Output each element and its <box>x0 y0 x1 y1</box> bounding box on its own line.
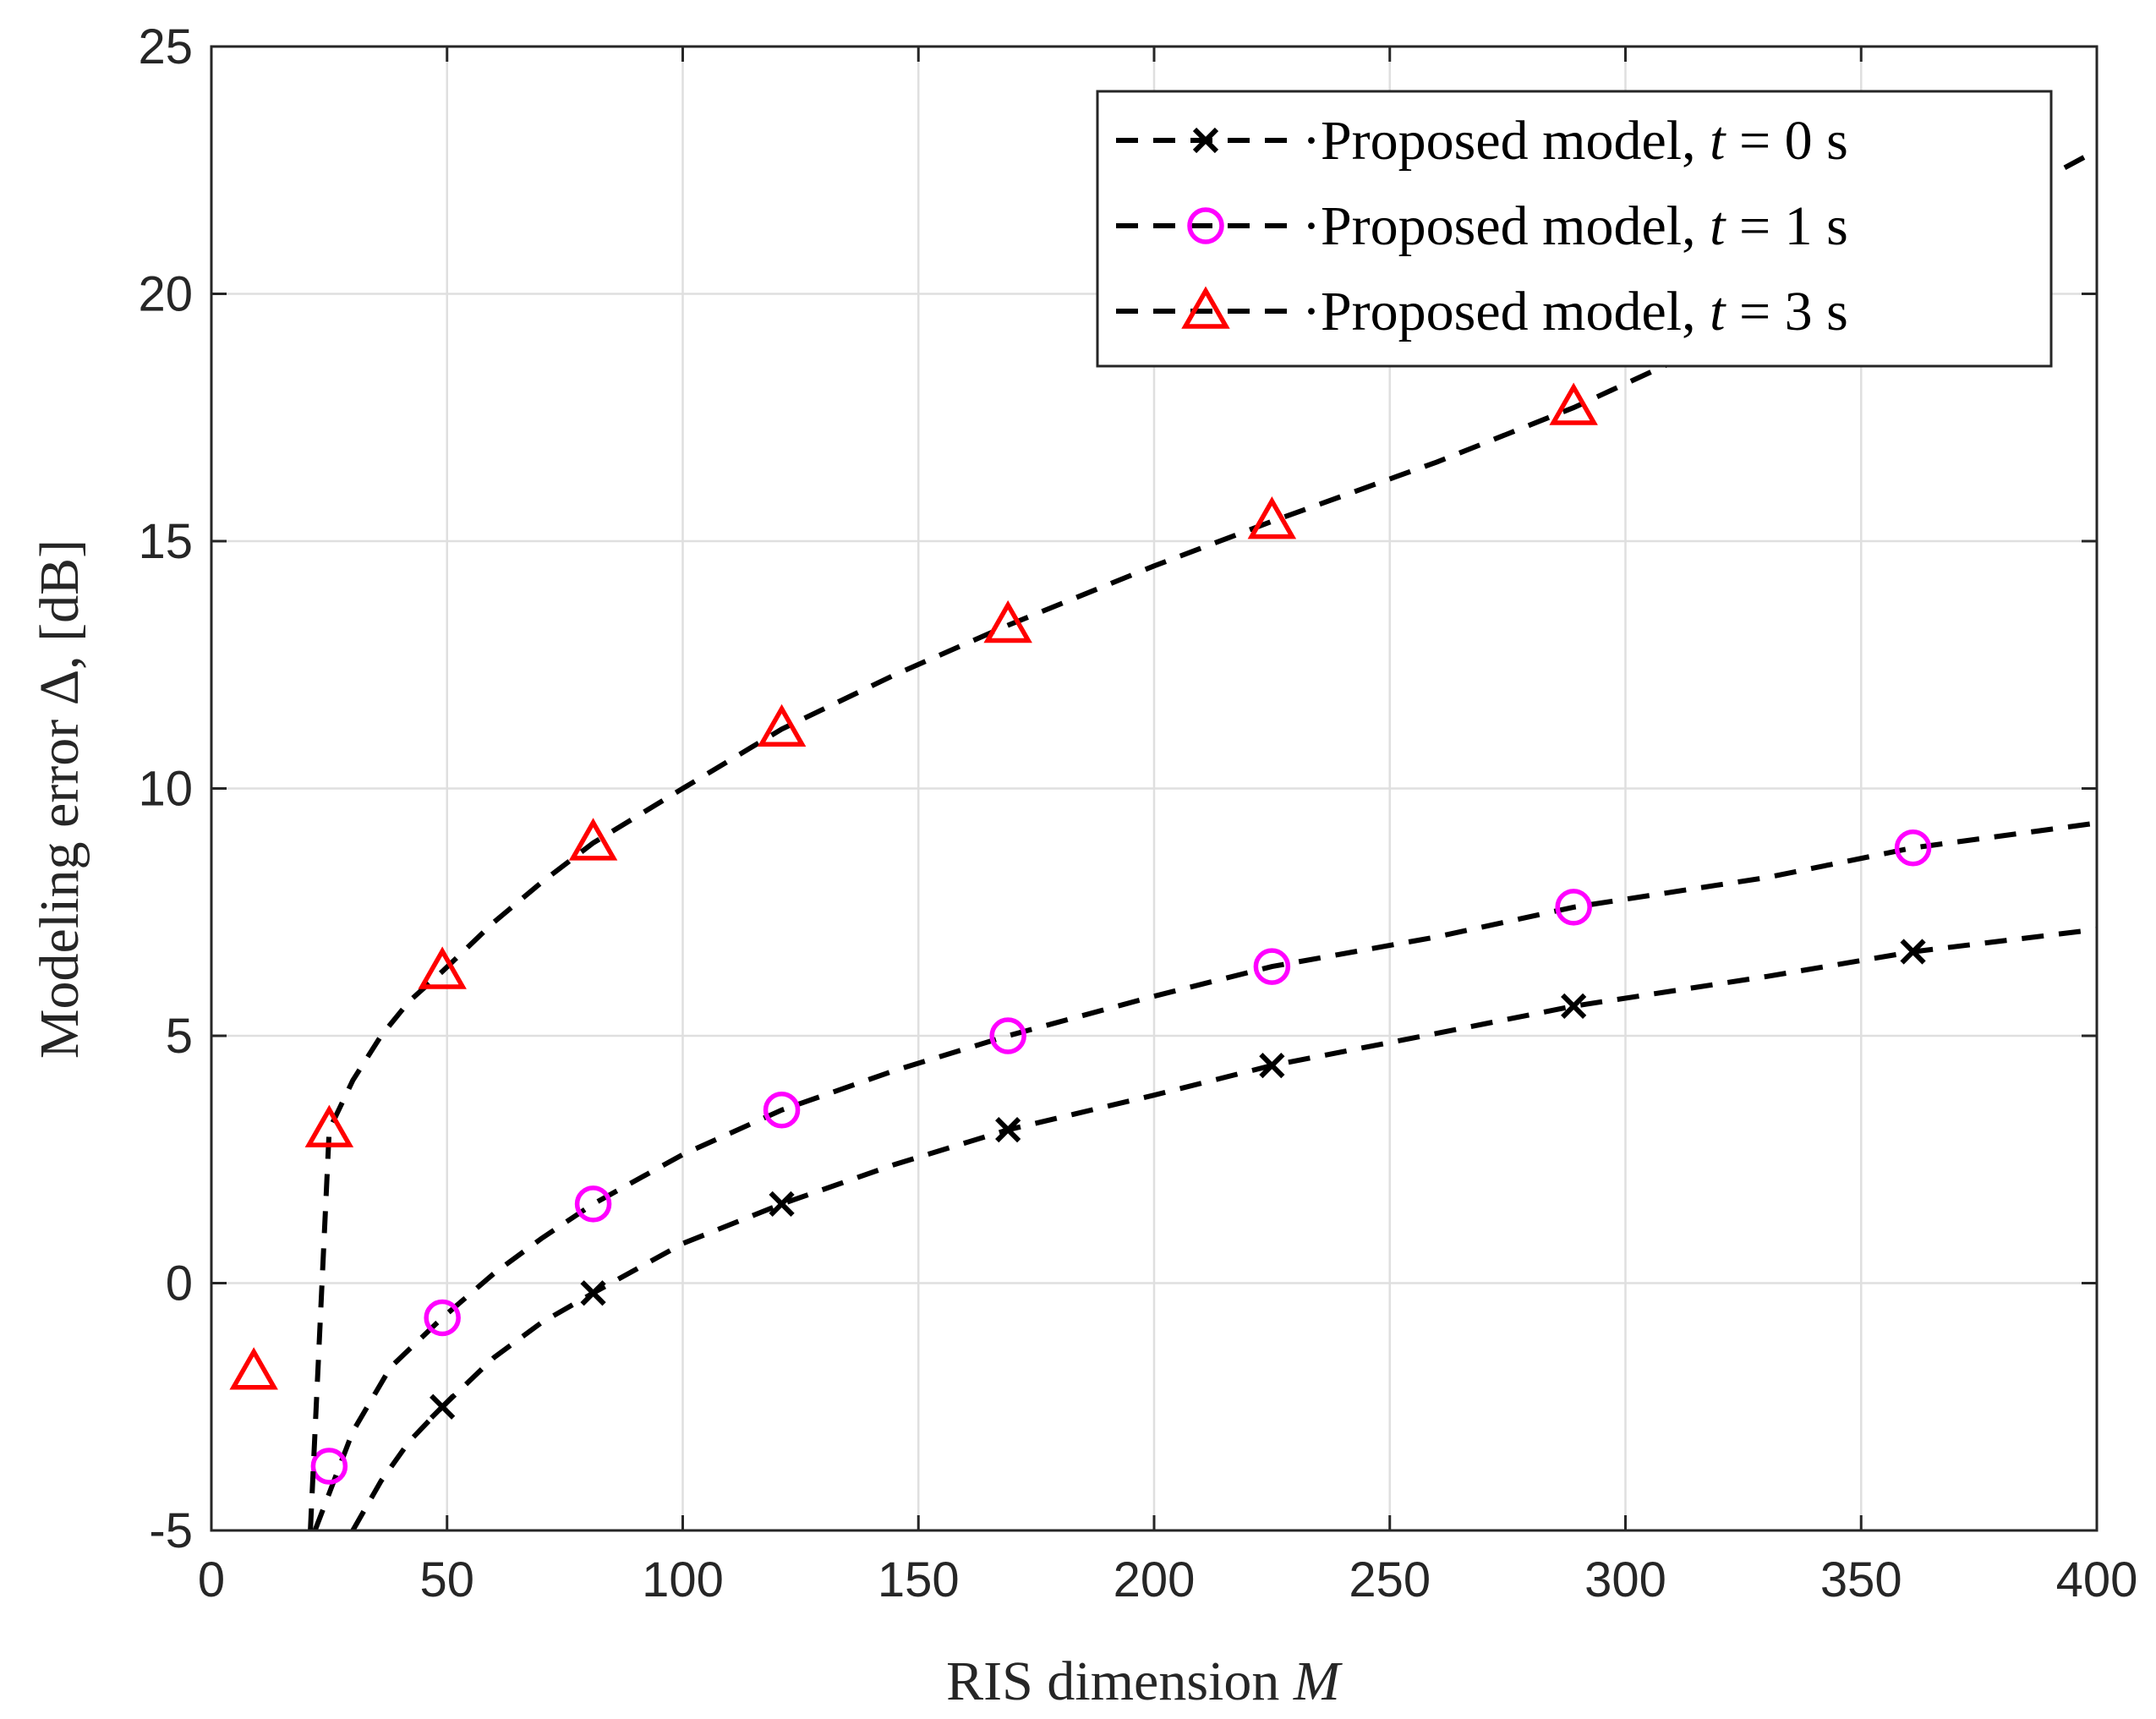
series-1 <box>310 820 2097 1530</box>
y-tick-label: 15 <box>138 514 193 569</box>
x-marker-stroke <box>1900 939 1926 965</box>
series-0 <box>350 927 2097 1530</box>
data-point <box>418 946 467 989</box>
data-point <box>580 1280 606 1306</box>
data-point <box>574 1185 612 1223</box>
data-point <box>1247 496 1297 539</box>
axes <box>210 45 2099 1532</box>
x-tick-label: 100 <box>642 1552 724 1607</box>
data-point <box>1253 948 1291 985</box>
x-tick-label: 200 <box>1114 1552 1196 1607</box>
x-marker-stroke <box>995 1117 1021 1143</box>
y-tick-label: 10 <box>138 762 193 817</box>
x-marker-stroke <box>769 1191 795 1218</box>
data-point <box>424 1299 461 1337</box>
data-point <box>983 599 1032 643</box>
data-point <box>989 1017 1026 1054</box>
data-point <box>430 1393 456 1420</box>
data-point <box>1259 1052 1285 1079</box>
data-point <box>229 1347 278 1390</box>
legend-label: ·Proposed model, t = 3 s <box>1302 281 1848 342</box>
series-group <box>229 148 2097 1530</box>
legend-box <box>1096 90 2053 368</box>
data-point <box>1555 889 1592 926</box>
x-tick-label: 0 <box>198 1552 225 1607</box>
data-point <box>763 1092 801 1129</box>
legend-entry: ·Proposed model, t = 1 s <box>1116 195 1848 257</box>
series-2 <box>229 148 2097 1530</box>
x-marker-stroke <box>1259 1052 1285 1079</box>
data-point <box>995 1117 1021 1143</box>
y-tick-label: 20 <box>138 267 193 322</box>
x-tick-label: 250 <box>1349 1552 1431 1607</box>
legend: ·Proposed model, t = 0 s ·Proposed model,… <box>1096 90 2053 368</box>
data-point <box>310 1448 348 1485</box>
data-point <box>757 703 807 747</box>
data-point <box>1561 993 1587 1020</box>
x-axis-label: RIS dimension M <box>946 1651 1343 1712</box>
data-point <box>304 1104 354 1147</box>
legend-entry: ·Proposed model, t = 0 s <box>1116 110 1848 172</box>
legend-marker <box>1192 127 1219 154</box>
data-point <box>1900 939 1926 965</box>
y-tick-label: 25 <box>138 19 193 74</box>
x-tick-label: 350 <box>1820 1552 1902 1607</box>
x-tick-label: 400 <box>2056 1552 2138 1607</box>
x-tick-label: 150 <box>878 1552 960 1607</box>
y-tick-label: -5 <box>149 1503 193 1558</box>
legend-marker <box>1187 207 1224 244</box>
data-point <box>1894 829 1932 867</box>
axes-box <box>210 45 2099 1532</box>
data-point <box>568 818 618 861</box>
data-point <box>769 1191 795 1218</box>
y-axis-label: Modeling error Δ, [dB] <box>29 539 90 1059</box>
x-tick-label: 300 <box>1584 1552 1666 1607</box>
legend-marker <box>1181 286 1230 329</box>
y-tick-label: 0 <box>166 1256 193 1311</box>
x-marker-stroke <box>1561 993 1587 1020</box>
legend-label: ·Proposed model, t = 0 s <box>1302 110 1848 172</box>
x-marker-stroke <box>580 1280 606 1306</box>
series-line <box>350 927 2097 1530</box>
data-point <box>1549 382 1598 425</box>
x-marker-stroke <box>430 1393 456 1420</box>
legend-entry: ·Proposed model, t = 3 s <box>1116 281 1848 342</box>
x-marker-stroke <box>1192 127 1219 154</box>
series-line <box>312 820 2097 1530</box>
legend-label: ·Proposed model, t = 1 s <box>1302 195 1848 257</box>
y-tick-label: 5 <box>166 1009 193 1064</box>
x-tick-label: 50 <box>419 1552 474 1607</box>
